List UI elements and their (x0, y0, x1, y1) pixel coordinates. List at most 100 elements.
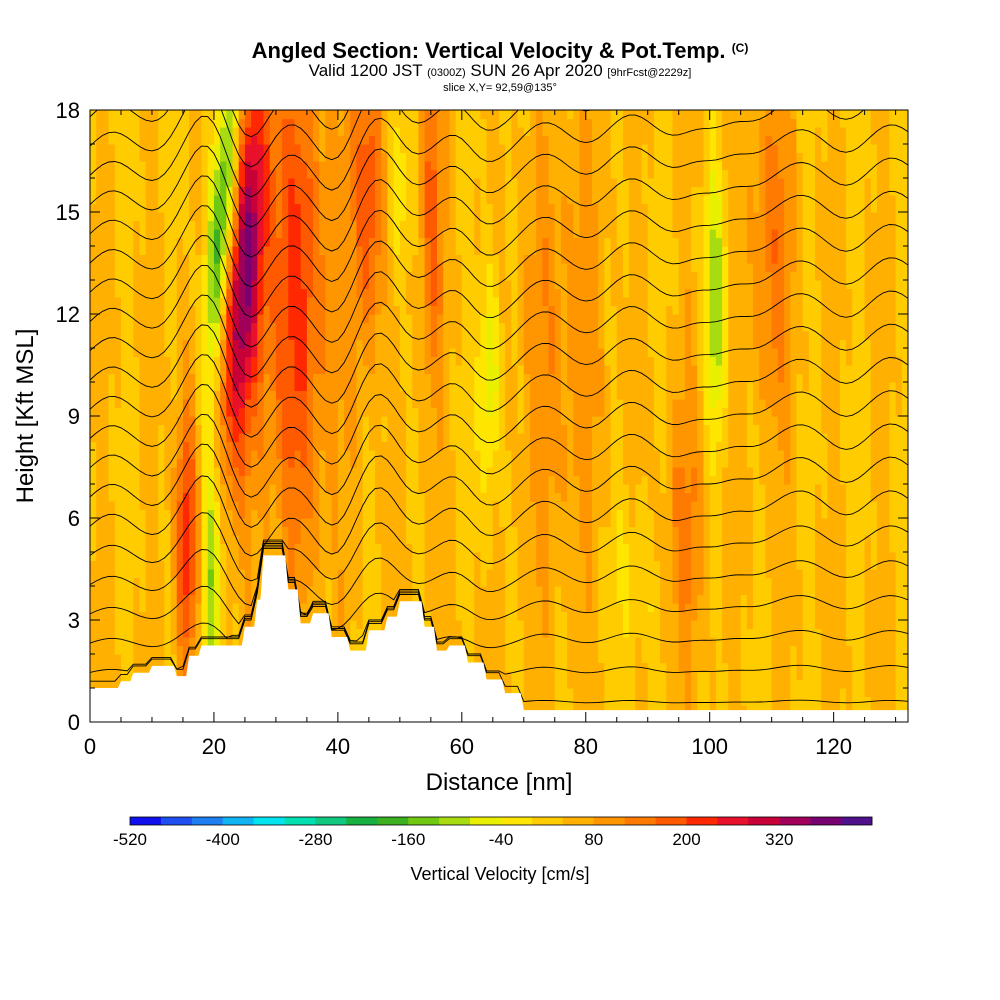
field-cell (344, 518, 351, 528)
field-cell (399, 229, 407, 239)
field-cell (275, 322, 283, 332)
field-cell (220, 535, 227, 545)
field-cell (387, 594, 395, 604)
field-cell (511, 220, 519, 230)
field-cell (486, 535, 494, 545)
field-cell (499, 203, 506, 213)
field-cell (325, 246, 333, 256)
field-cell (375, 475, 382, 485)
field-cell (313, 509, 320, 519)
field-cell (263, 407, 271, 417)
field-cell (158, 560, 165, 570)
field-cell (151, 339, 159, 349)
field-cell (90, 569, 97, 579)
field-cell (486, 441, 494, 451)
field-cell (399, 586, 407, 596)
field-cell (120, 169, 128, 179)
field-cell (486, 526, 494, 536)
field-cell (499, 611, 506, 621)
field-cell (387, 552, 395, 562)
field-cell (486, 467, 494, 477)
field-cell (381, 603, 389, 613)
field-cell (201, 110, 209, 120)
field-cell (226, 220, 234, 230)
forecast-info: [9hrFcst@2229z] (607, 67, 692, 79)
field-cell (151, 161, 159, 171)
field-cell (517, 671, 525, 681)
field-cell (114, 118, 122, 128)
field-cell (393, 484, 401, 494)
field-cell (437, 501, 444, 511)
field-cell (189, 441, 196, 451)
field-cell (244, 339, 252, 349)
field-cell (356, 390, 364, 400)
field-cell (195, 169, 203, 179)
field-cell (90, 246, 97, 256)
field-cell (486, 611, 494, 621)
field-cell (226, 322, 234, 332)
field-cell (263, 280, 271, 290)
field-cell (499, 603, 506, 613)
field-cell (275, 288, 283, 298)
field-cell (474, 458, 482, 468)
field-cell (158, 637, 165, 647)
field-cell (430, 475, 438, 485)
field-cell (195, 407, 203, 417)
field-cell (499, 518, 506, 528)
field-cell (294, 526, 302, 536)
field-cell (288, 144, 296, 154)
field-cell (226, 169, 234, 179)
field-cell (158, 305, 165, 315)
field-cell (114, 645, 122, 655)
field-cell (102, 441, 110, 451)
field-cell (368, 246, 376, 256)
field-cell (176, 220, 184, 230)
field-cell (455, 203, 463, 213)
field-cell (120, 628, 128, 638)
field-cell (418, 441, 426, 451)
field-cell (486, 569, 494, 579)
field-cell (399, 305, 407, 315)
field-cell (151, 484, 159, 494)
field-cell (418, 288, 426, 298)
field-cell (257, 195, 265, 205)
field-cell (393, 127, 401, 137)
field-cell (368, 110, 376, 120)
field-cell (406, 424, 413, 434)
field-cell (344, 535, 351, 545)
field-cell (151, 645, 159, 655)
field-cell (102, 322, 110, 332)
field-cell (511, 254, 519, 264)
field-cell (133, 263, 141, 273)
field-cell (511, 229, 519, 239)
field-cell (232, 348, 240, 358)
field-cell (474, 152, 482, 162)
field-cell (437, 492, 444, 502)
field-cell (499, 178, 506, 188)
field-cell (133, 314, 141, 324)
field-cell (492, 543, 500, 553)
valid-date: SUN 26 Apr 2020 (470, 61, 603, 80)
field-cell (139, 229, 147, 239)
field-cell (356, 620, 364, 630)
field-cell (505, 526, 512, 536)
field-cell (455, 450, 463, 460)
field-cell (449, 390, 457, 400)
field-cell (232, 390, 240, 400)
field-cell (207, 118, 215, 128)
field-cell (170, 271, 178, 281)
field-cell (443, 246, 451, 256)
field-cell (127, 110, 134, 120)
field-cell (300, 373, 308, 383)
field-cell (319, 220, 327, 230)
field-cell (164, 237, 172, 247)
field-cell (226, 314, 234, 324)
field-cell (139, 339, 147, 349)
field-cell (189, 611, 196, 621)
field-cell (232, 628, 240, 638)
field-cell (282, 416, 289, 426)
field-cell (170, 484, 178, 494)
field-cell (418, 314, 426, 324)
field-cell (486, 475, 494, 485)
field-cell (306, 254, 314, 264)
